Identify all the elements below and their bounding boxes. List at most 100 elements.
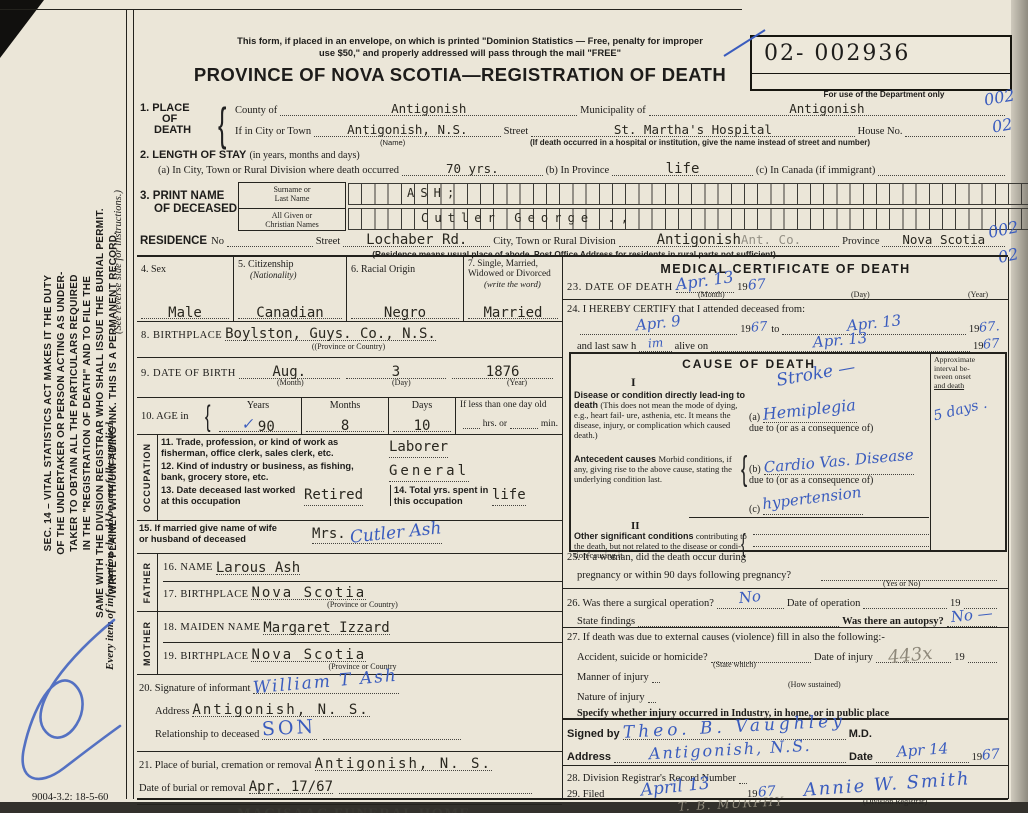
- dob-year-caption: (Year): [507, 378, 528, 387]
- cause-part2: II: [631, 520, 640, 532]
- f29-date-hw: April 13: [639, 773, 711, 801]
- cause-a-label: (a): [749, 412, 761, 423]
- cause-part1: I: [631, 375, 636, 389]
- residence-province-value: Nova Scotia: [902, 232, 986, 247]
- s1-number-label: 1. PLACE: [140, 102, 190, 114]
- section-place-of-death: 1. PLACE OF DEATH { County of Antigonish…: [140, 98, 1008, 151]
- f26-autopsy-hw: No —: [949, 603, 994, 627]
- informant-address-value: Antigonish, N. S.: [192, 702, 370, 718]
- f24-label: 24. I HEREBY CERTIFY that I attended dec…: [567, 304, 805, 315]
- s2c-label: (c) In Canada (if immigrant): [755, 165, 876, 176]
- medical-cert-title: MEDICAL CERTIFICATE OF DEATH: [660, 262, 911, 276]
- rule: [563, 765, 1008, 766]
- age-years-value: 90: [257, 419, 275, 435]
- row-22: 22. UNDERTAKER MacIsaac Funeral Home (Na…: [137, 805, 562, 813]
- date-of-death-hw: Apr. 13: [674, 267, 735, 294]
- f11-label: 11. Trade, profession, or kind of work a…: [161, 437, 339, 458]
- age-years-label: Years: [246, 400, 270, 411]
- city-label: If in City or Town: [235, 126, 312, 137]
- f26-label: 26. Was there a surgical operation?: [567, 598, 714, 609]
- citizenship-label: 5. Citizenship: [238, 259, 294, 270]
- marital-label: 7. Single, Married, Widowed or Divorced: [468, 259, 551, 279]
- f26-19: 19: [950, 598, 961, 609]
- age-months-value: 8: [340, 418, 350, 434]
- mother-birthplace-value: Nova Scotia: [251, 647, 367, 663]
- f27-acc-label: Accident, suicide or homicide?: [577, 652, 708, 663]
- f14-value: life: [491, 487, 526, 503]
- sig-date-hw: Apr 14: [895, 739, 949, 761]
- cause-due-to-1: due to (or as a consequence of): [749, 423, 874, 434]
- f24-from-hw: Apr. 9: [634, 311, 682, 335]
- f27-manner-caption: (How sustained): [788, 680, 841, 689]
- f25-caption: (Yes or No): [883, 579, 921, 588]
- marital-value: Married: [483, 305, 543, 321]
- other-bold: Other significant conditions: [574, 531, 694, 541]
- f13-label: 13. Date deceased last worked at this occ…: [161, 485, 296, 506]
- city-value: Antigonish, N.S.: [347, 122, 468, 137]
- marital-sub: (write the word): [484, 279, 541, 289]
- f23-year-hw: 67: [747, 276, 766, 294]
- divider-heavy: [137, 255, 1008, 257]
- mother-birthplace-caption: (Province or Country: [328, 662, 397, 671]
- age-less-label: If less than one day old: [460, 400, 547, 410]
- blue-scribble: [21, 618, 122, 781]
- sex-value: Male: [168, 305, 202, 321]
- sig-year-hw: 67: [981, 746, 1001, 764]
- f11-value: Laborer: [389, 439, 449, 455]
- f27-pencil-code: 443x: [887, 642, 934, 669]
- f24-aliveon-label: alive on: [674, 341, 709, 352]
- birthplace-label: 8. BIRTHPLACE: [141, 330, 223, 341]
- rows-18-19: MOTHER 18. MAIDEN NAME Margaret Izzard 1…: [137, 612, 562, 675]
- rows-11-14: OCCUPATION 11. Trade, profession, or kin…: [137, 435, 562, 521]
- surname-grid: ASH;: [348, 183, 1028, 205]
- s2-sub: (in years, months and days): [249, 150, 360, 161]
- bottom-scan-edge: [0, 802, 1028, 813]
- f24-y2-hw: 67.: [978, 319, 1001, 336]
- right-scan-edge: [1011, 0, 1028, 813]
- serial-box: 02- 002936: [750, 35, 1012, 91]
- mother-maiden-value: Margaret Izzard: [263, 619, 390, 636]
- f24-y2: 19: [968, 324, 980, 335]
- other-conditions-text: Other significant conditions contributin…: [574, 531, 750, 561]
- cause-due-to-2: due to (or as a consequence of): [749, 475, 874, 486]
- informant-address-label: Address: [155, 706, 190, 717]
- age-months-label: Months: [329, 400, 361, 411]
- rows-16-17: FATHER 16. NAME Larous Ash 17. BIRTHPLAC…: [137, 554, 562, 612]
- f24-y3: 19: [972, 341, 984, 352]
- s1-label-death: DEATH: [154, 124, 192, 136]
- interval-header: Approximate: [934, 355, 976, 364]
- municipality-label: Municipality of: [580, 105, 646, 116]
- row-20: 20. Signature of informant William T Ash…: [137, 666, 562, 752]
- dotted-line: [753, 546, 929, 547]
- dob-month: Aug.: [272, 364, 307, 380]
- s2-number: 2.: [140, 149, 150, 161]
- f23-month-caption: (Month): [698, 290, 725, 299]
- mail-note: This form, if placed in an envelope, on …: [160, 36, 780, 59]
- age-hrs-label: hrs. or: [482, 419, 508, 429]
- residence-street-value: Lochaber Rd.: [366, 232, 468, 248]
- s3-label1: 3. PRINT NAME: [140, 190, 225, 202]
- sig-19: 19: [971, 752, 983, 763]
- informant-label: 20. Signature of informant: [139, 683, 251, 694]
- name-caption: (Name): [380, 138, 406, 147]
- undertaker-stamp: MacIsaac Funeral Home: [237, 807, 471, 813]
- f27-injury-label: Date of injury: [814, 652, 873, 663]
- s3-label2: OF DECEASED: [154, 203, 238, 215]
- f24-y1-hw: 67: [750, 319, 768, 336]
- left-double-rule: [126, 9, 134, 799]
- f24-y1: 19: [740, 324, 751, 335]
- father-birthplace-value: Nova Scotia: [251, 585, 367, 601]
- given-name-grid: Cutler George .,: [348, 208, 1028, 230]
- s1-label-of: OF: [162, 113, 178, 125]
- f26-autopsy-label: Was there an autopsy?: [842, 616, 944, 627]
- f24-lastsaw-hw: im: [647, 335, 664, 351]
- father-vertical-label: FATHER: [137, 554, 158, 611]
- burial-place-label: 21. Place of burial, cremation or remova…: [139, 760, 312, 771]
- antecedent-bold: Antecedent causes: [574, 454, 657, 464]
- serial-number: 02- 002936: [764, 41, 911, 66]
- racial-origin-value: Negro: [383, 305, 427, 321]
- bottom-rule-heavy: [137, 798, 1008, 800]
- f13-value: Retired: [304, 487, 364, 503]
- antecedent-text: Antecedent causes Morbid conditions, if …: [574, 454, 746, 484]
- birthplace-caption: ((Province or Country): [311, 342, 386, 351]
